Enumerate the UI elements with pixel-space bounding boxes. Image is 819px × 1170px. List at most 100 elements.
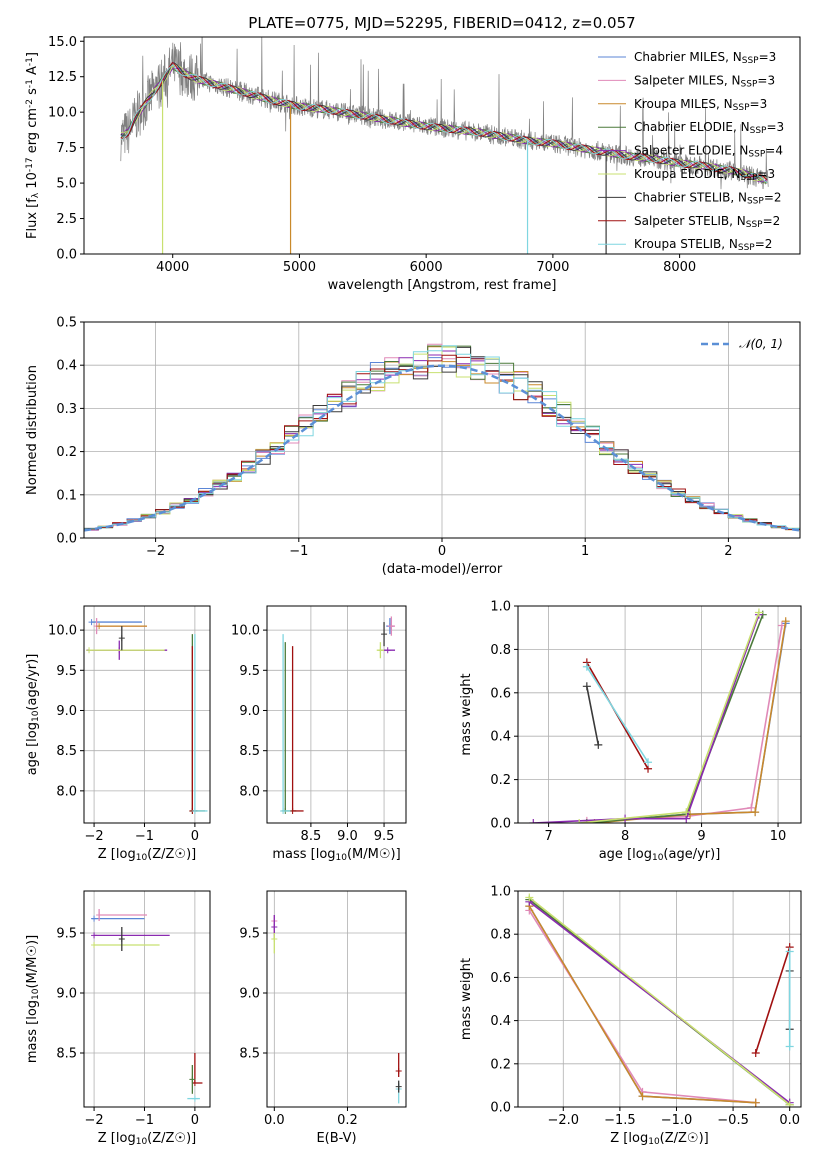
label-part: mass [ bbox=[25, 1020, 40, 1063]
y-tick-label: 0.4 bbox=[490, 730, 511, 745]
series-line bbox=[586, 666, 649, 763]
data-point bbox=[280, 807, 287, 814]
legend-label: Kroupa MILES, NSSP=3 bbox=[634, 97, 767, 113]
label-part: log bbox=[632, 847, 652, 862]
data-point bbox=[96, 912, 103, 918]
axes-frame bbox=[83, 605, 211, 824]
chart-age_vs_z: −2 −1 08.08.59.09.510.0Z [log10(Z/Z☉)]age … bbox=[25, 605, 211, 863]
y-tick-label: 2.5 bbox=[56, 212, 77, 227]
label-part: =2 bbox=[764, 190, 782, 204]
y-tick-label: 9.0 bbox=[239, 704, 260, 719]
label-part: (Z/Z☉)] bbox=[147, 1131, 196, 1146]
series-marker bbox=[682, 808, 691, 817]
label-part: -1 bbox=[25, 57, 35, 66]
legend-label: Salpeter STELIB, NSSP=2 bbox=[634, 214, 780, 230]
label-part: Chabrier ELODIE, N bbox=[634, 120, 750, 134]
label-part: s bbox=[25, 88, 40, 99]
data-point bbox=[191, 1095, 198, 1102]
x-tick-label: 7000 bbox=[536, 260, 569, 275]
chart-title: PLATE=0775, MJD=52295, FIBERID=0412, z=0… bbox=[248, 14, 635, 32]
plot-area bbox=[120, 37, 769, 254]
x-tick-label: 9.0 bbox=[337, 829, 358, 844]
x-axis-label: E(B-V) bbox=[316, 1131, 356, 1146]
series-marker bbox=[582, 662, 591, 671]
legend-label: Kroupa ELODIE, NSSP=3 bbox=[634, 167, 775, 183]
plot-area bbox=[84, 343, 800, 532]
axes-frame bbox=[517, 890, 802, 1108]
y-tick-label: 9.0 bbox=[239, 987, 260, 1002]
label-part: Normed distribution bbox=[25, 365, 40, 495]
label-part: 10 bbox=[31, 710, 41, 722]
label-part: -1 bbox=[25, 79, 35, 88]
x-axis-label: Z [log10(Z/Z☉)] bbox=[98, 847, 196, 863]
series-marker bbox=[747, 803, 756, 812]
label-part: SSP bbox=[733, 103, 750, 113]
label-part: (M/M☉)] bbox=[347, 847, 401, 862]
series-marker bbox=[754, 608, 763, 617]
y-tick-label: 0.6 bbox=[490, 686, 511, 701]
y-tick-label: 10.0 bbox=[48, 624, 77, 639]
plot-area bbox=[529, 608, 790, 823]
series-line bbox=[533, 614, 760, 823]
label-part: -17 bbox=[25, 157, 35, 172]
y-tick-label: 0.2 bbox=[490, 773, 511, 788]
label-part: Chabrier MILES, N bbox=[634, 50, 742, 64]
plot-area bbox=[86, 618, 208, 814]
x-tick-label: 8 bbox=[621, 829, 629, 844]
x-tick-label: −0.5 bbox=[717, 1113, 749, 1128]
x-axis-label: age [log10(age/yr)] bbox=[599, 847, 721, 863]
x-tick-label: 0 bbox=[191, 1113, 199, 1128]
series-line bbox=[586, 686, 600, 746]
label-part: log bbox=[25, 722, 40, 742]
y-axis-label: Flux [fλ 10-17 erg cm-2 s-1 A-1] bbox=[25, 52, 41, 239]
x-tick-label: −1 bbox=[135, 1113, 154, 1128]
label-part: (data-model)/error bbox=[382, 562, 503, 577]
x-tick-label: 0.2 bbox=[337, 1113, 358, 1128]
x-tick-label: 7 bbox=[544, 829, 552, 844]
legend-label: Salpeter MILES, NSSP=3 bbox=[634, 73, 775, 89]
y-tick-label: 8.0 bbox=[56, 784, 77, 799]
x-tick-label: 9 bbox=[697, 829, 705, 844]
chart-mass_vs_ebv: 0.0 0.2 8.5 9.0 9.5 E(B-V) bbox=[239, 890, 407, 1146]
label-part: Salpeter MILES, N bbox=[634, 73, 741, 87]
label-part: Salpeter STELIB, N bbox=[634, 214, 746, 228]
label-part: (Z/Z☉)] bbox=[147, 847, 196, 862]
data-point bbox=[86, 647, 93, 654]
series-marker bbox=[644, 758, 653, 767]
label-part: (age/yr)] bbox=[663, 847, 720, 862]
x-tick-label: −2 bbox=[146, 544, 165, 559]
data-point bbox=[191, 807, 198, 814]
chart-spectrum: 4000 5000 6000 7000 8000 0.0 2.5 5.0 7.5 10.0 12.5… bbox=[25, 14, 801, 293]
x-axis-label: mass [log10(M/M☉)] bbox=[272, 847, 400, 863]
model-spectrum-line bbox=[120, 64, 768, 184]
series-marker bbox=[785, 1042, 794, 1051]
y-tick-label: 5.0 bbox=[56, 177, 77, 192]
y-axis-label: mass [log10(M/M☉)] bbox=[25, 935, 41, 1063]
x-tick-label: −2 bbox=[84, 829, 103, 844]
y-tick-label: 0.4 bbox=[56, 359, 77, 374]
normal-curve bbox=[84, 364, 800, 532]
x-axis-label: wavelength [Angstrom, rest frame] bbox=[328, 278, 557, 293]
y-tick-label: 1.0 bbox=[490, 885, 511, 900]
label-part: (Z/Z☉)] bbox=[660, 1131, 709, 1146]
series-line bbox=[586, 625, 783, 822]
axes-frame bbox=[266, 890, 407, 1108]
label-part: Flux [f bbox=[25, 198, 40, 239]
chart-residuals: −2 −1 0 1 2 0.0 0.1 0.2 0.3 0.4 0.5 (data-model)/er… bbox=[25, 316, 801, 577]
x-tick-label: −2 bbox=[84, 1113, 103, 1128]
series-marker bbox=[594, 740, 603, 749]
label-part: age [ bbox=[25, 742, 40, 775]
axes-frame bbox=[83, 890, 211, 1108]
data-point bbox=[118, 635, 125, 642]
label-part: SSP bbox=[750, 126, 767, 136]
label-part: 10 bbox=[136, 853, 148, 863]
axes-frame bbox=[266, 605, 407, 824]
y-axis-label: mass weight bbox=[459, 958, 474, 1040]
label-part: =2 bbox=[755, 237, 773, 251]
series-line bbox=[528, 901, 791, 1104]
x-tick-label: −1 bbox=[135, 829, 154, 844]
series-marker bbox=[575, 819, 584, 823]
legend-label: 𝒩(0, 1) bbox=[739, 337, 783, 351]
x-tick-label: 8.5 bbox=[301, 829, 322, 844]
y-axis-label: age [log10(age/yr)] bbox=[25, 654, 41, 776]
